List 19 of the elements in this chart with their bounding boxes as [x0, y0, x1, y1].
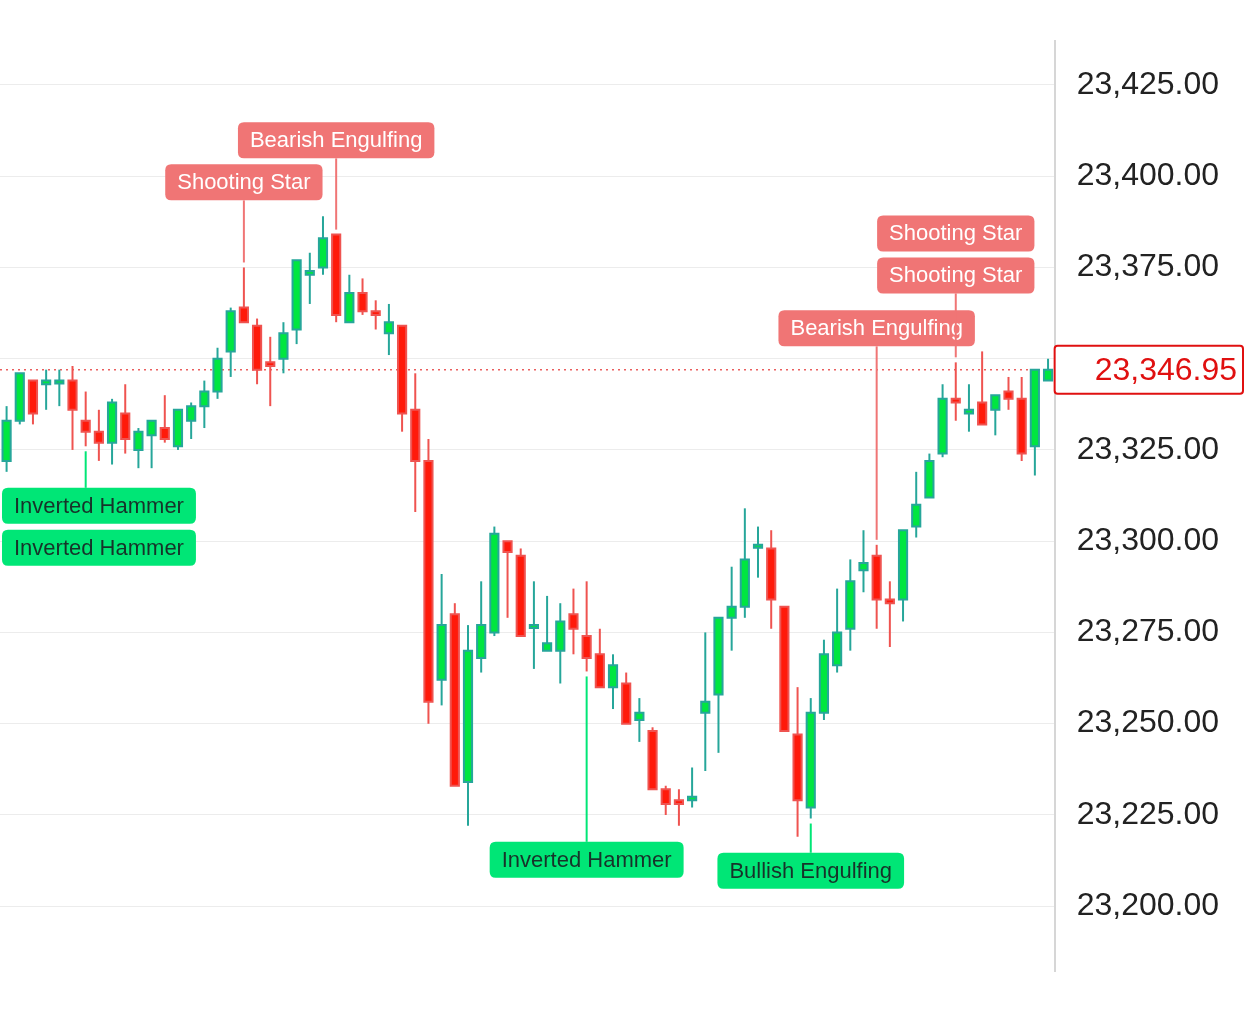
annotation: Shooting Star: [889, 220, 1023, 246]
annotation: Inverted Hammer: [501, 846, 672, 872]
y-tick-label: 23,425.00: [1076, 64, 1219, 101]
y-tick-label: 23,325.00: [1076, 429, 1219, 466]
annotation: Bullish Engulfing: [729, 857, 893, 883]
y-tick-label: 23,250.00: [1076, 703, 1219, 740]
annotation: Inverted Hammer: [13, 492, 184, 518]
y-tick-label: 23,375.00: [1076, 247, 1219, 284]
y-tick-label: 23,400.00: [1076, 156, 1219, 193]
y-tick-label: 23,200.00: [1076, 885, 1219, 922]
annotation: Shooting Star: [177, 169, 311, 195]
y-tick-label: 23,225.00: [1076, 794, 1219, 831]
y-tick-label: 23,300.00: [1076, 521, 1219, 557]
annotation: Shooting Star: [889, 262, 1023, 288]
annotation: Bearish Engulfing: [249, 127, 423, 153]
annotation: Bearish Engulfing: [790, 315, 963, 341]
ref-line-label: 23,346.95: [1094, 350, 1237, 387]
annotation: Inverted Hammer: [13, 534, 184, 560]
y-tick-label: 23,275.00: [1076, 612, 1219, 649]
